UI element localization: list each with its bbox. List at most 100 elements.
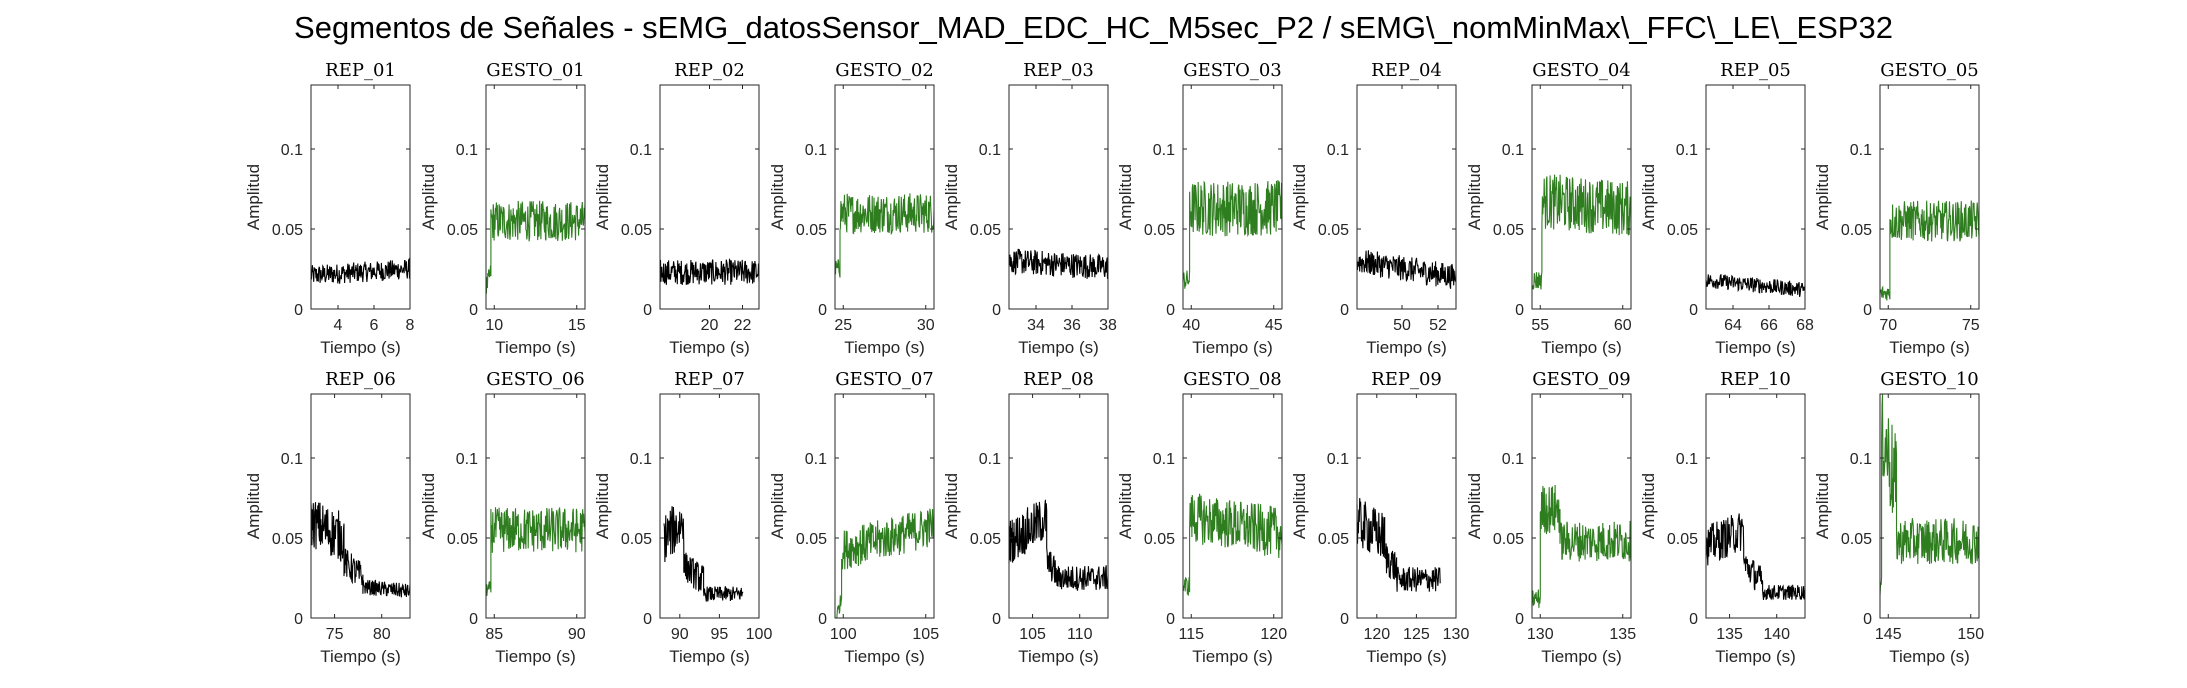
x-tick-label: 145 [1875, 626, 1902, 643]
x-tick-label: 8 [406, 317, 415, 334]
y-tick-label: 0.1 [1327, 142, 1349, 159]
y-tick-label: 0 [1515, 611, 1524, 628]
signal-line [310, 257, 411, 284]
y-axis-label: Amplitud [419, 473, 438, 539]
y-axis-label: Amplitud [1116, 164, 1135, 230]
axes-box [834, 393, 935, 619]
subplot-title: GESTO_07 [835, 369, 934, 390]
subplot-title: GESTO_10 [1880, 369, 1979, 390]
y-tick-label: 0.05 [272, 222, 303, 239]
x-axis-label: Tiempo (s) [1018, 647, 1099, 666]
axes-box [1182, 393, 1283, 619]
x-tick-label: 125 [1403, 626, 1430, 643]
y-axis-label: Amplitud [768, 473, 787, 539]
y-tick-label: 0.05 [1144, 531, 1175, 548]
signal-line [1356, 250, 1457, 289]
subplot-gesto_07: GESTO_07 0 0.05 0.1 100 105 Tiempo (s) Amplitud [768, 369, 939, 666]
y-tick-label: 0 [1340, 302, 1349, 319]
y-tick-label: 0.1 [1327, 451, 1349, 468]
subplot-gesto_06: GESTO_06 0 0.05 0.1 85 90 Tiempo (s) Amplitud [419, 369, 586, 666]
y-tick-label: 0.1 [456, 142, 478, 159]
y-axis-label: Amplitud [244, 164, 263, 230]
subplot-title: REP_08 [1023, 369, 1094, 390]
axes-box [1705, 84, 1806, 310]
y-axis-label: Amplitud [1813, 164, 1832, 230]
figure-title: Segmentos de Señales - sEMG_datosSensor_… [294, 10, 1893, 45]
y-axis-label: Amplitud [419, 164, 438, 230]
y-tick-label: 0.05 [447, 531, 478, 548]
y-tick-label: 0.05 [796, 531, 827, 548]
x-tick-label: 36 [1063, 317, 1081, 334]
y-tick-label: 0 [1166, 302, 1175, 319]
subplot-title: REP_07 [674, 369, 745, 390]
signal-line [485, 200, 586, 294]
signal-line [485, 506, 586, 596]
x-tick-label: 10 [485, 317, 503, 334]
subplot-gesto_01: GESTO_01 0 0.05 0.1 10 15 Tiempo (s) Amplitud [419, 60, 586, 357]
signal-line [1182, 180, 1283, 289]
signal-line [1879, 200, 1980, 301]
axes-box [1356, 84, 1457, 310]
y-tick-label: 0.1 [1676, 142, 1698, 159]
y-tick-label: 0.1 [1850, 451, 1872, 468]
x-axis-label: Tiempo (s) [1541, 647, 1622, 666]
y-tick-label: 0.1 [281, 451, 303, 468]
x-tick-label: 90 [568, 626, 586, 643]
x-tick-label: 130 [1527, 626, 1554, 643]
axes-box [310, 84, 411, 310]
y-tick-label: 0 [643, 611, 652, 628]
y-tick-label: 0 [1863, 302, 1872, 319]
signal-line [1705, 513, 1806, 601]
y-axis-label: Amplitud [593, 164, 612, 230]
y-tick-label: 0 [1863, 611, 1872, 628]
y-tick-label: 0.1 [1676, 451, 1698, 468]
y-axis-label: Amplitud [942, 164, 961, 230]
x-tick-label: 15 [568, 317, 586, 334]
y-tick-label: 0.05 [970, 531, 1001, 548]
x-tick-label: 150 [1957, 626, 1984, 643]
subplot-gesto_04: GESTO_04 0 0.05 0.1 55 60 Tiempo (s) Amplitud [1465, 60, 1632, 357]
subplot-title: REP_01 [325, 60, 396, 81]
y-tick-label: 0.1 [979, 142, 1001, 159]
y-tick-label: 0.05 [1841, 222, 1872, 239]
subplot-title: REP_09 [1371, 369, 1442, 390]
subplot-rep_04: REP_04 0 0.05 0.1 50 52 Tiempo (s) Amplitud [1290, 60, 1457, 357]
subplot-rep_09: REP_09 0 0.05 0.1 120 125 130 Tiempo (s) Amplitu… [1290, 369, 1469, 666]
x-tick-label: 75 [1962, 317, 1980, 334]
y-tick-label: 0.05 [1318, 531, 1349, 548]
y-tick-label: 0.1 [456, 451, 478, 468]
x-axis-label: Tiempo (s) [1366, 647, 1447, 666]
signal-line [659, 257, 760, 285]
x-tick-label: 30 [917, 317, 935, 334]
y-tick-label: 0 [992, 302, 1001, 319]
subplot-title: GESTO_08 [1183, 369, 1282, 390]
axes-box [1531, 84, 1632, 310]
x-tick-label: 85 [485, 626, 503, 643]
y-tick-label: 0.05 [970, 222, 1001, 239]
signal-line [1531, 484, 1632, 608]
signal-line [1356, 498, 1441, 592]
signal-line [1182, 493, 1283, 596]
y-tick-label: 0 [469, 611, 478, 628]
y-tick-label: 0.1 [1502, 142, 1524, 159]
x-tick-label: 52 [1429, 317, 1447, 334]
x-tick-label: 120 [1260, 626, 1287, 643]
y-tick-label: 0.05 [621, 531, 652, 548]
y-tick-label: 0.05 [1841, 531, 1872, 548]
x-tick-label: 120 [1363, 626, 1390, 643]
subplot-title: GESTO_09 [1532, 369, 1631, 390]
y-axis-label: Amplitud [1465, 164, 1484, 230]
y-tick-label: 0 [818, 611, 827, 628]
y-axis-label: Amplitud [1639, 473, 1658, 539]
signal-line [1008, 499, 1109, 591]
x-tick-label: 115 [1178, 626, 1204, 643]
x-tick-label: 66 [1760, 317, 1778, 334]
signal-line [1008, 248, 1109, 279]
y-axis-label: Amplitud [593, 473, 612, 539]
x-tick-label: 50 [1393, 317, 1411, 334]
subplot-title: REP_04 [1371, 60, 1442, 81]
subplot-title: REP_10 [1720, 369, 1791, 390]
x-axis-label: Tiempo (s) [1018, 338, 1099, 357]
